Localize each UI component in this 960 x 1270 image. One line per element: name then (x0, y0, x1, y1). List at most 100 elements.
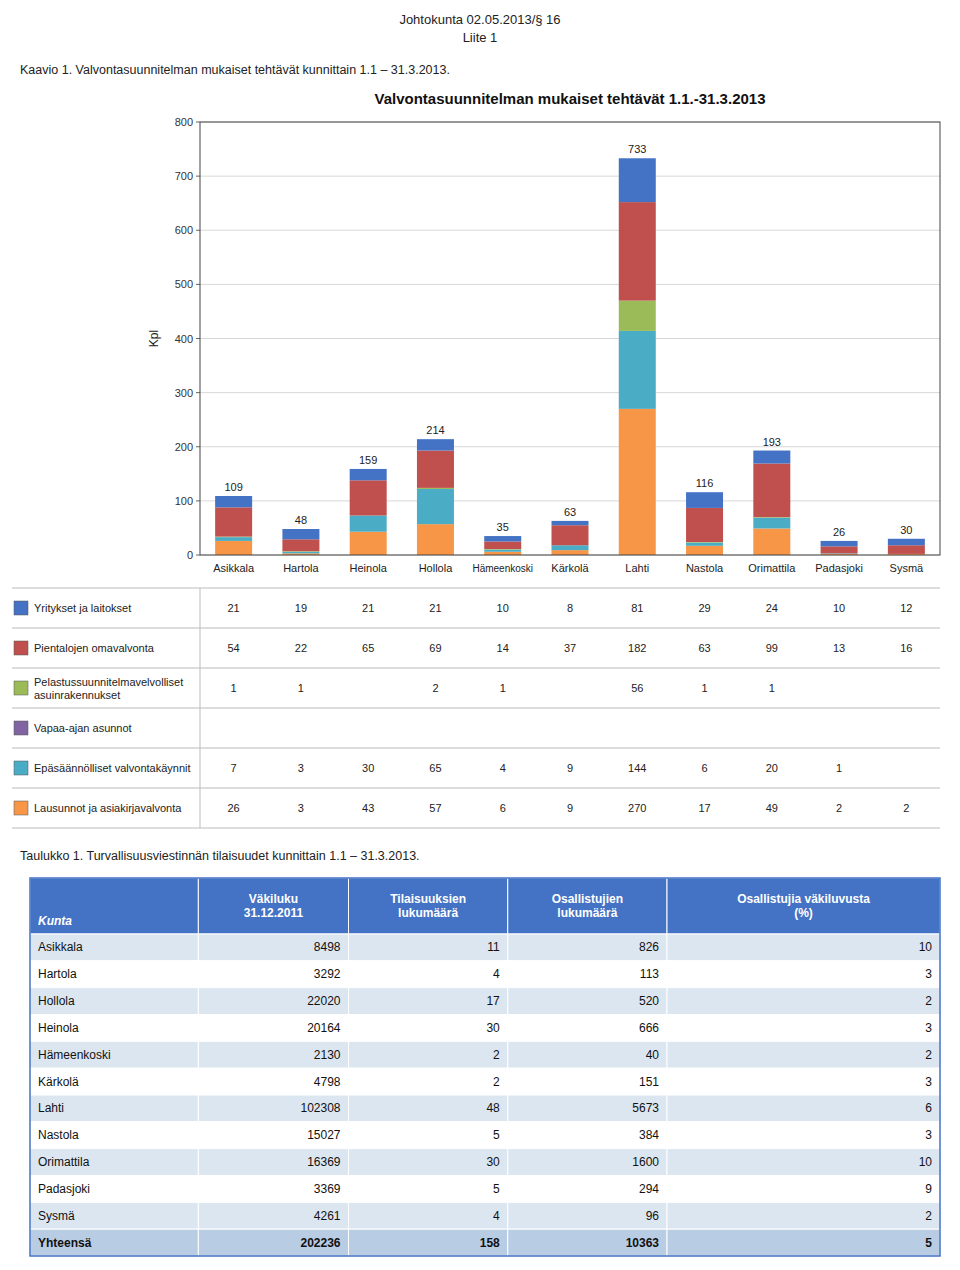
legend-value: 8 (567, 602, 573, 614)
y-tick-label: 100 (175, 495, 193, 507)
bar-segment (619, 409, 656, 555)
table-cell (508, 1095, 667, 1122)
table-header: Väkiluku31.12.2011 (244, 892, 304, 920)
legend-value: 3 (298, 802, 304, 814)
table-header-cell (30, 878, 198, 934)
table-text: 6 (925, 1101, 932, 1115)
table-text: 3 (925, 1128, 932, 1142)
legend-value: 6 (500, 802, 506, 814)
bar-segment (686, 546, 723, 555)
table-text: 2130 (314, 1048, 341, 1062)
table-cell (667, 1041, 940, 1068)
table-text: Hämeenkoski (38, 1048, 111, 1062)
legend-value: 9 (567, 762, 573, 774)
table-text: Yhteensä (38, 1236, 92, 1250)
legend-value: 14 (497, 642, 509, 654)
y-tick (196, 230, 200, 231)
table-text: 4798 (314, 1075, 341, 1089)
legend-value: 2 (903, 802, 909, 814)
table-cell (667, 961, 940, 988)
legend-column-line (200, 588, 201, 828)
grid-line (200, 500, 940, 501)
table-text: Nastola (38, 1128, 79, 1142)
bar-segment (417, 439, 454, 450)
x-tick-label: Nastola (686, 562, 724, 574)
legend-value: 43 (362, 802, 374, 814)
legend-value: 29 (698, 602, 710, 614)
table-cell (30, 1015, 198, 1042)
table-text: 3 (925, 967, 932, 981)
page-title: Johtokunta 02.05.2013/§ 16 (399, 12, 560, 27)
table-cell (30, 1202, 198, 1229)
bar-segment (215, 507, 252, 536)
bar-segment (417, 488, 454, 489)
legend-label-line: Vapaa-ajan asunnot (34, 722, 132, 734)
legend-value: 1 (769, 682, 775, 694)
total-label: 30 (900, 524, 912, 536)
table-header-cell (198, 878, 348, 934)
bar-segment (619, 202, 656, 301)
legend-label-line: Pelastussuunnitelmavelvolliset (34, 676, 183, 688)
table-cell (667, 1122, 940, 1149)
bar-segment (484, 549, 521, 550)
legend-value: 99 (766, 642, 778, 654)
table-cell (508, 1149, 667, 1176)
chart-title: Valvontasuunnitelman mukaiset tehtävät 1… (375, 90, 766, 107)
legend-value: 144 (628, 762, 646, 774)
table-text: 22020 (307, 994, 341, 1008)
table-text: 9 (925, 1182, 932, 1196)
table-cell (30, 1122, 198, 1149)
y-tick (196, 338, 200, 339)
table-text: 4261 (314, 1209, 341, 1223)
table-text: 384 (639, 1128, 659, 1142)
table-text: 4 (493, 967, 500, 981)
legend-value: 37 (564, 642, 576, 654)
total-label: 193 (763, 436, 781, 448)
bar-segment (552, 525, 589, 545)
legend-value: 1 (701, 682, 707, 694)
legend-value: 19 (295, 602, 307, 614)
bar-series (215, 158, 925, 546)
legend-value: 21 (228, 602, 240, 614)
table-text: 30 (486, 1021, 500, 1035)
bar-segment (686, 543, 723, 546)
legend-value: 1 (231, 682, 237, 694)
table-cell (198, 1015, 348, 1042)
y-tick (196, 284, 200, 285)
bar-segment (484, 536, 521, 541)
y-tick (196, 176, 200, 177)
total-label: 109 (224, 481, 242, 493)
bar-segment (417, 488, 454, 489)
table-text: 113 (640, 967, 659, 981)
bar-segment (215, 541, 252, 555)
legend-value: 3 (298, 762, 304, 774)
legend-label-line: asuinrakennukset (34, 689, 120, 701)
x-tick-label: Heinola (350, 562, 388, 574)
table-header-line: lukumäärä (398, 906, 458, 920)
x-tick-label: Padasjoki (815, 562, 863, 574)
table-text: Asikkala (38, 940, 83, 954)
bar-segment (350, 532, 387, 555)
table-text: 10 (919, 940, 933, 954)
legend-value: 16 (900, 642, 912, 654)
plot-frame (200, 122, 940, 555)
table-header-line: (%) (794, 906, 813, 920)
data-table: KuntaVäkiluku31.12.2011Tilaisuuksienluku… (30, 878, 940, 1256)
legend-label-line: Epäsäännölliset valvontakäynnit (34, 762, 191, 774)
chart: 0100200300400500600700800Kpl109481592143… (147, 116, 940, 574)
bar-segment (753, 518, 790, 529)
legend-value: 2 (432, 682, 438, 694)
x-tick-label: Asikkala (213, 562, 255, 574)
legend-value: 26 (228, 802, 240, 814)
table-cell (508, 988, 667, 1015)
table-text: Hartola (38, 967, 77, 981)
table-text: 2 (925, 994, 932, 1008)
legend-value: 182 (628, 642, 646, 654)
legend-value: 10 (497, 602, 509, 614)
grid-line (200, 284, 940, 285)
bar-segment (215, 496, 252, 507)
legend-value: 65 (429, 762, 441, 774)
table-cell (30, 1229, 198, 1256)
bar-segment (282, 539, 319, 551)
legend-value: 21 (429, 602, 441, 614)
